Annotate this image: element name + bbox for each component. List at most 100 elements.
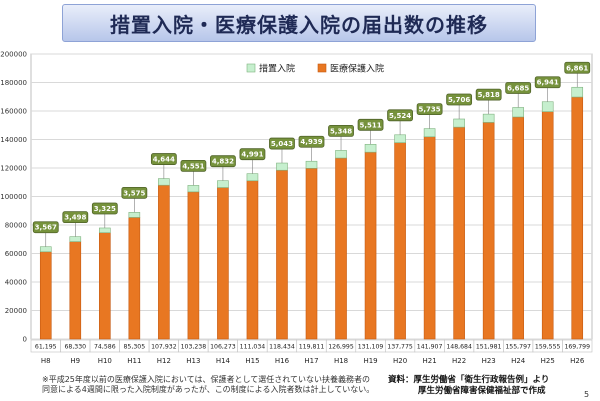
x-tick-label: H8 (41, 357, 51, 365)
sochi-data-label: 4,832 (212, 158, 234, 166)
y-tick-label: 60000 (5, 250, 27, 258)
bar-sochi (512, 107, 524, 118)
source-line-2: 厚生労働省障害保健福祉部で作成 (418, 386, 546, 396)
sochi-label-box (357, 118, 384, 131)
iryo-data-label: 151,981 (476, 344, 502, 351)
y-tick-label: 120000 (0, 165, 27, 173)
sochi-data-label: 6,861 (566, 64, 588, 72)
iryo-data-label: 155,797 (505, 344, 531, 351)
bar-iryo-hogo (571, 96, 584, 340)
iryo-data-label: 61,195 (35, 344, 57, 351)
bar-sochi (423, 128, 436, 138)
bar-iryo-hogo (394, 142, 406, 340)
source-note: 資料：厚生労働省「衛生行政報告例」より 厚生労働省障害保健福祉部で作成 (388, 375, 549, 397)
bar-iryo-hogo (99, 232, 111, 340)
bar-sochi (69, 236, 82, 242)
sochi-data-label: 4,939 (300, 138, 322, 146)
bar-sochi (453, 118, 465, 128)
bar-sochi (541, 101, 554, 112)
iryo-data-label: 106,273 (210, 344, 236, 351)
sochi-data-label: 4,551 (182, 162, 204, 170)
sochi-data-label: 5,524 (389, 112, 411, 120)
y-tick-label: 0 (23, 336, 27, 344)
page-number: 5 (584, 390, 590, 399)
iryo-data-label: 103,238 (181, 344, 207, 351)
sochi-label-box (239, 148, 266, 161)
bar-sochi (276, 162, 288, 171)
x-tick-label: H26 (570, 357, 585, 365)
bar-iryo-hogo (158, 184, 170, 340)
footnote-line-2: 同意による4週間に限った入院制度があったが、この制度による入院者数は計上していな… (42, 385, 375, 394)
y-tick-label: 100000 (0, 193, 27, 201)
x-tick-label: H15 (245, 357, 259, 365)
x-tick-label: H10 (98, 357, 112, 365)
bar-sochi (217, 180, 229, 188)
bar-sochi (571, 86, 584, 98)
bar-iryo-hogo (453, 126, 465, 340)
bar-iryo-hogo (246, 180, 259, 340)
iryo-data-label: 131,109 (358, 344, 384, 351)
iryo-data-label: 118,434 (269, 344, 295, 351)
y-tick-label: 80000 (5, 222, 27, 230)
bar-iryo-hogo (39, 251, 52, 340)
bar-sochi (246, 173, 259, 182)
sochi-label-box (210, 155, 236, 168)
x-tick-label: H19 (363, 357, 377, 365)
y-tick-label: 200000 (0, 51, 27, 59)
sochi-data-label: 5,043 (271, 140, 293, 148)
sochi-label-box (446, 93, 473, 106)
x-tick-label: H16 (275, 357, 290, 365)
bar-iryo-hogo (364, 151, 377, 340)
x-tick-label: H11 (127, 357, 141, 365)
bar-sochi (394, 134, 406, 143)
x-tick-label: H18 (334, 357, 348, 365)
iryo-data-label: 119,811 (299, 344, 325, 351)
sochi-data-label: 3,498 (64, 214, 86, 222)
sochi-data-label: 5,706 (448, 96, 470, 104)
iryo-data-label: 126,995 (328, 344, 354, 351)
iryo-data-label: 159,555 (535, 344, 561, 351)
bar-iryo-hogo (217, 187, 229, 340)
x-tick-label: H12 (157, 357, 171, 365)
legend-swatch-iryo (317, 63, 327, 73)
sochi-data-label: 3,575 (123, 189, 145, 197)
iryo-data-label: 137,775 (387, 344, 413, 351)
y-tick-label: 20000 (5, 307, 27, 315)
bar-iryo-hogo (187, 191, 200, 340)
sochi-data-label: 5,511 (359, 121, 381, 129)
legend-swatch-sochi (246, 63, 256, 73)
bar-iryo-hogo (541, 111, 554, 340)
sochi-label-box (298, 135, 325, 148)
footnote: ※平成25年度以前の医療保護入院においては、保護者として選任されていない扶養義務… (42, 375, 382, 395)
bar-sochi (305, 160, 318, 169)
bar-iryo-hogo (335, 157, 347, 340)
bar-sochi (158, 178, 170, 186)
x-tick-label: H17 (304, 357, 318, 365)
bar-sochi (364, 144, 377, 153)
x-tick-label: H21 (423, 357, 437, 365)
bar-iryo-hogo (305, 167, 318, 340)
bar-iryo-hogo (482, 122, 495, 340)
bar-sochi (482, 113, 495, 123)
sochi-data-label: 6,941 (537, 79, 559, 87)
iryo-value-cell (562, 339, 593, 353)
sochi-label-box (416, 103, 443, 116)
sochi-label-box (534, 76, 561, 89)
iryo-data-label: 85,305 (124, 344, 146, 351)
x-tick-label: H23 (482, 357, 496, 365)
sochi-data-label: 4,991 (241, 151, 263, 159)
bar-iryo-hogo (69, 241, 82, 340)
sochi-label-box (328, 125, 354, 137)
x-tick-label: H13 (186, 357, 200, 365)
iryo-data-label: 141,907 (417, 344, 443, 351)
iryo-data-label: 148,684 (446, 344, 472, 351)
sochi-label-box (150, 153, 177, 165)
iryo-data-label: 169,799 (564, 344, 590, 351)
x-tick-label: H14 (216, 357, 231, 365)
bar-sochi (335, 150, 347, 159)
x-tick-label: H25 (541, 357, 555, 365)
y-tick-label: 40000 (5, 279, 27, 287)
sochi-label-box (387, 109, 413, 122)
iryo-data-label: 111,034 (240, 344, 266, 351)
